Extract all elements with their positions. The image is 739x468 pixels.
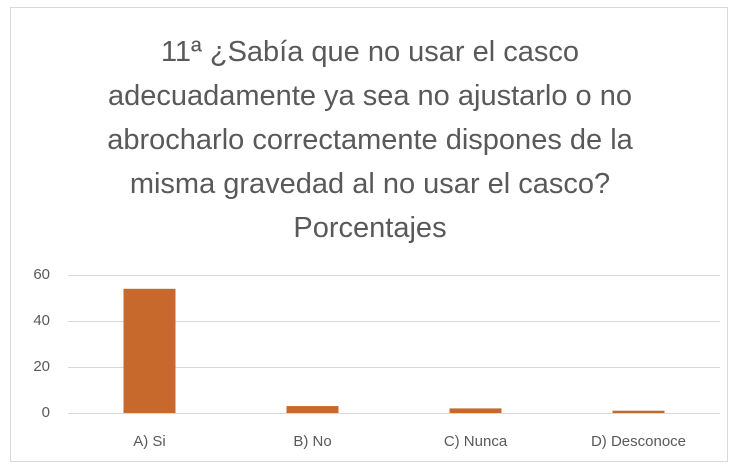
x-tick-label: C) Nunca	[444, 433, 508, 450]
x-tick-label: A) Si	[133, 433, 166, 450]
bar	[449, 408, 502, 413]
y-tick-label: 60	[33, 266, 50, 283]
chart-title: 11ª ¿Sabía que no usar el casco adecuada…	[107, 36, 633, 244]
x-tick-label: D) Desconoce	[591, 433, 686, 450]
bar	[612, 410, 665, 413]
bar	[286, 406, 339, 413]
chart-border	[10, 7, 728, 462]
y-tick-label: 40	[33, 312, 50, 329]
y-tick-label: 20	[33, 358, 50, 375]
bar	[123, 288, 176, 413]
y-tick-label: 0	[42, 404, 50, 421]
x-tick-label: B) No	[293, 433, 331, 450]
